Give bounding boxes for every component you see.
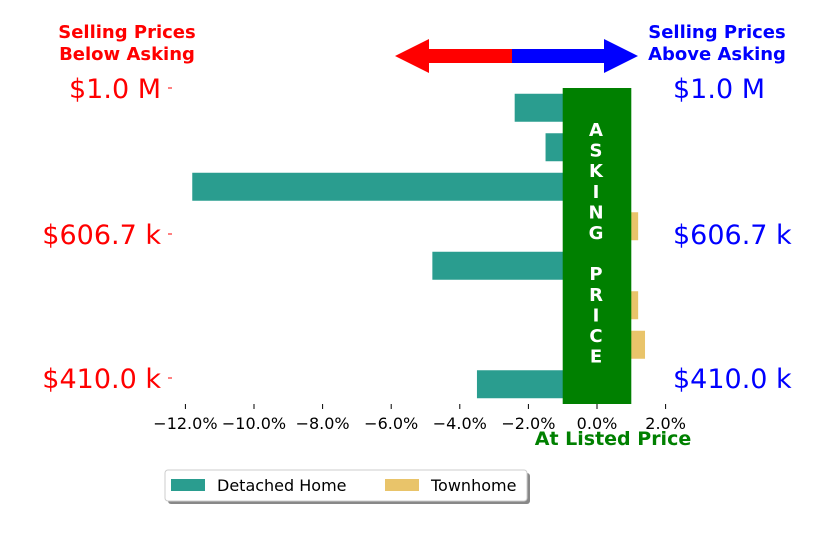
y-label-right: $606.7 k	[673, 220, 792, 251]
x-tick-label: −10.0%	[222, 414, 286, 433]
y-labels-right: $1.0 M $606.7 k $410.0 k	[673, 74, 792, 395]
x-tick-label: 0.0%	[577, 414, 618, 433]
right-title-line: Selling Prices	[648, 22, 785, 43]
left-title-line: Selling Prices	[58, 22, 195, 43]
asking-price-letter: G	[589, 223, 604, 244]
asking-price-letter: R	[589, 285, 603, 306]
y-label-left: $1.0 M	[69, 74, 161, 105]
asking-price-letter: N	[588, 202, 603, 223]
y-labels-left: $1.0 M $606.7 k $410.0 k	[42, 74, 172, 395]
legend-box	[164, 469, 528, 502]
x-tick-label: −4.0%	[433, 414, 487, 433]
bar-detached-home	[192, 172, 597, 201]
asking-price-letter: I	[593, 305, 600, 326]
x-tick-label: −6.0%	[364, 414, 418, 433]
asking-price-band-rect	[562, 88, 632, 404]
legend-label: Detached Home	[217, 476, 347, 495]
legend-label: Townhome	[430, 476, 516, 495]
x-tick-label: 2.0%	[645, 414, 686, 433]
asking-price-letter: K	[589, 161, 604, 182]
y-label-left: $606.7 k	[42, 220, 161, 251]
asking-price-letter: C	[589, 326, 602, 347]
asking-price-letter: A	[589, 120, 603, 141]
double-arrow-icon	[395, 39, 638, 73]
asking-price-letter: P	[589, 264, 602, 285]
right-title-line: Above Asking	[648, 44, 786, 65]
arrow-right-icon	[512, 39, 638, 73]
x-tick-label: −8.0%	[296, 414, 350, 433]
asking-price-letter: S	[590, 141, 603, 162]
x-tick-label: −12.0%	[153, 414, 217, 433]
legend: Detached Home Townhome	[164, 469, 530, 504]
asking-price-letter: I	[593, 182, 600, 203]
y-label-left: $410.0 k	[42, 364, 161, 395]
y-label-right: $1.0 M	[673, 74, 765, 105]
legend-swatch	[385, 479, 419, 491]
legend-swatch	[171, 479, 205, 491]
x-axis: −12.0% −10.0% −8.0% −6.0% −4.0% −2.0% 0.0% 2.0%…	[153, 404, 691, 450]
x-axis-title: At Listed Price	[535, 428, 691, 450]
y-label-right: $410.0 k	[673, 364, 792, 395]
x-tick-label: −2.0%	[501, 414, 555, 433]
left-title-line: Below Asking	[59, 44, 195, 65]
arrow-left-icon	[395, 39, 512, 73]
asking-price-letter: E	[590, 347, 602, 368]
